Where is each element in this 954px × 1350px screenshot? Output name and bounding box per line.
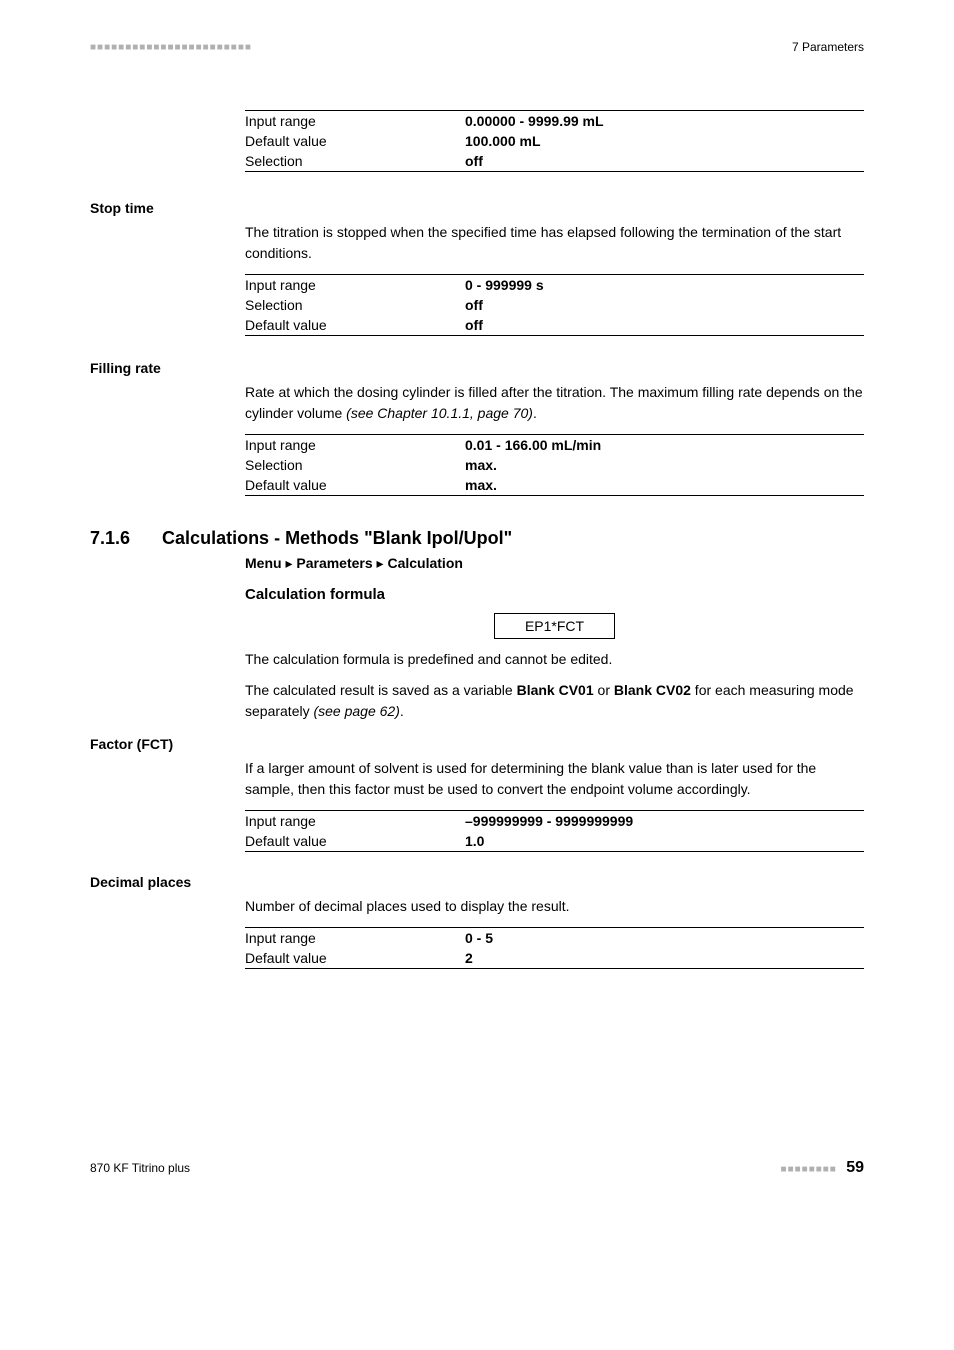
reference-text: (see page 62) xyxy=(313,703,399,719)
stop-time-block: The titration is stopped when the specif… xyxy=(245,222,864,336)
footer-dots: ■■■■■■■■ xyxy=(781,1164,837,1175)
param-value: 0.01 - 166.00 mL/min xyxy=(465,437,601,453)
text: . xyxy=(533,405,537,421)
param-key: Input range xyxy=(245,813,465,829)
label-decimal-places: Decimal places xyxy=(90,874,864,890)
body-text: The titration is stopped when the specif… xyxy=(245,222,864,264)
label-filling-rate: Filling rate xyxy=(90,360,864,376)
param-value: off xyxy=(465,297,483,313)
subsection-title: Calculation formula xyxy=(245,586,864,603)
param-key: Selection xyxy=(245,297,465,313)
breadcrumb: Menu ▸ Parameters ▸ Calculation xyxy=(245,555,864,572)
table-row: Selection off xyxy=(245,151,864,172)
table-row: Selection max. xyxy=(245,455,864,475)
footer-right: ■■■■■■■■ 59 xyxy=(781,1159,864,1177)
formula-container: EP1*FCT xyxy=(245,613,864,639)
chevron-right-icon: ▸ xyxy=(377,555,384,571)
section-number: 7.1.6 xyxy=(90,528,130,549)
calc-description: The calculation formula is predefined an… xyxy=(245,649,864,722)
breadcrumb-part: Parameters xyxy=(292,555,376,571)
table-row: Default value 2 xyxy=(245,948,864,969)
param-value: 0 - 5 xyxy=(465,930,493,946)
body-text: If a larger amount of solvent is used fo… xyxy=(245,758,864,800)
text: The calculated result is saved as a vari… xyxy=(245,682,517,698)
table-row: Input range 0.01 - 166.00 mL/min xyxy=(245,434,864,455)
table-row: Input range –999999999 - 9999999999 xyxy=(245,810,864,831)
label-stop-time: Stop time xyxy=(90,200,864,216)
table-row: Input range 0.00000 - 9999.99 mL xyxy=(245,110,864,131)
table-row: Input range 0 - 5 xyxy=(245,927,864,948)
variable-name: Blank CV02 xyxy=(614,682,691,698)
decimal-block: Number of decimal places used to display… xyxy=(245,896,864,969)
param-key: Default value xyxy=(245,133,465,149)
factor-block: If a larger amount of solvent is used fo… xyxy=(245,758,864,852)
param-value: max. xyxy=(465,457,497,473)
body-text: Number of decimal places used to display… xyxy=(245,896,864,917)
header-chapter: 7 Parameters xyxy=(792,40,864,54)
param-key: Default value xyxy=(245,950,465,966)
text: or xyxy=(594,682,614,698)
body-text: Rate at which the dosing cylinder is fil… xyxy=(245,382,864,424)
page-footer: 870 KF Titrino plus ■■■■■■■■ 59 xyxy=(90,1159,864,1177)
param-value: 1.0 xyxy=(465,833,484,849)
param-value: off xyxy=(465,153,483,169)
reference-text: (see Chapter 10.1.1, page 70) xyxy=(346,405,533,421)
table-row: Default value max. xyxy=(245,475,864,496)
param-value: 2 xyxy=(465,950,473,966)
page-number: 59 xyxy=(846,1159,864,1176)
param-key: Default value xyxy=(245,317,465,333)
param-value: max. xyxy=(465,477,497,493)
formula-box: EP1*FCT xyxy=(494,613,615,639)
param-value: off xyxy=(465,317,483,333)
param-key: Input range xyxy=(245,277,465,293)
param-key: Selection xyxy=(245,457,465,473)
param-value: 0.00000 - 9999.99 mL xyxy=(465,113,604,129)
body-text: The calculated result is saved as a vari… xyxy=(245,680,864,722)
param-value: 100.000 mL xyxy=(465,133,541,149)
filling-rate-block: Rate at which the dosing cylinder is fil… xyxy=(245,382,864,496)
page-header: ■■■■■■■■■■■■■■■■■■■■■■■ 7 Parameters xyxy=(90,40,864,54)
table-row: Default value off xyxy=(245,315,864,336)
param-key: Input range xyxy=(245,437,465,453)
footer-product: 870 KF Titrino plus xyxy=(90,1161,190,1175)
text: Rate at which the dosing cylinder is fil… xyxy=(245,384,863,421)
table-row: Input range 0 - 999999 s xyxy=(245,274,864,295)
breadcrumb-part: Menu xyxy=(245,555,285,571)
param-table-volume: Input range 0.00000 - 9999.99 mL Default… xyxy=(245,110,864,172)
body-text: The calculation formula is predefined an… xyxy=(245,649,864,670)
section-heading: 7.1.6 Calculations - Methods "Blank Ipol… xyxy=(90,528,864,549)
table-row: Selection off xyxy=(245,295,864,315)
param-value: –999999999 - 9999999999 xyxy=(465,813,633,829)
param-key: Selection xyxy=(245,153,465,169)
header-dots: ■■■■■■■■■■■■■■■■■■■■■■■ xyxy=(90,42,252,53)
param-value: 0 - 999999 s xyxy=(465,277,544,293)
param-key: Input range xyxy=(245,930,465,946)
param-key: Default value xyxy=(245,477,465,493)
table-row: Default value 100.000 mL xyxy=(245,131,864,151)
section-title: Calculations - Methods "Blank Ipol/Upol" xyxy=(162,528,512,549)
variable-name: Blank CV01 xyxy=(517,682,594,698)
breadcrumb-part: Calculation xyxy=(384,555,463,571)
text: . xyxy=(400,703,404,719)
label-factor: Factor (FCT) xyxy=(90,736,864,752)
param-key: Input range xyxy=(245,113,465,129)
table-row: Default value 1.0 xyxy=(245,831,864,852)
param-key: Default value xyxy=(245,833,465,849)
